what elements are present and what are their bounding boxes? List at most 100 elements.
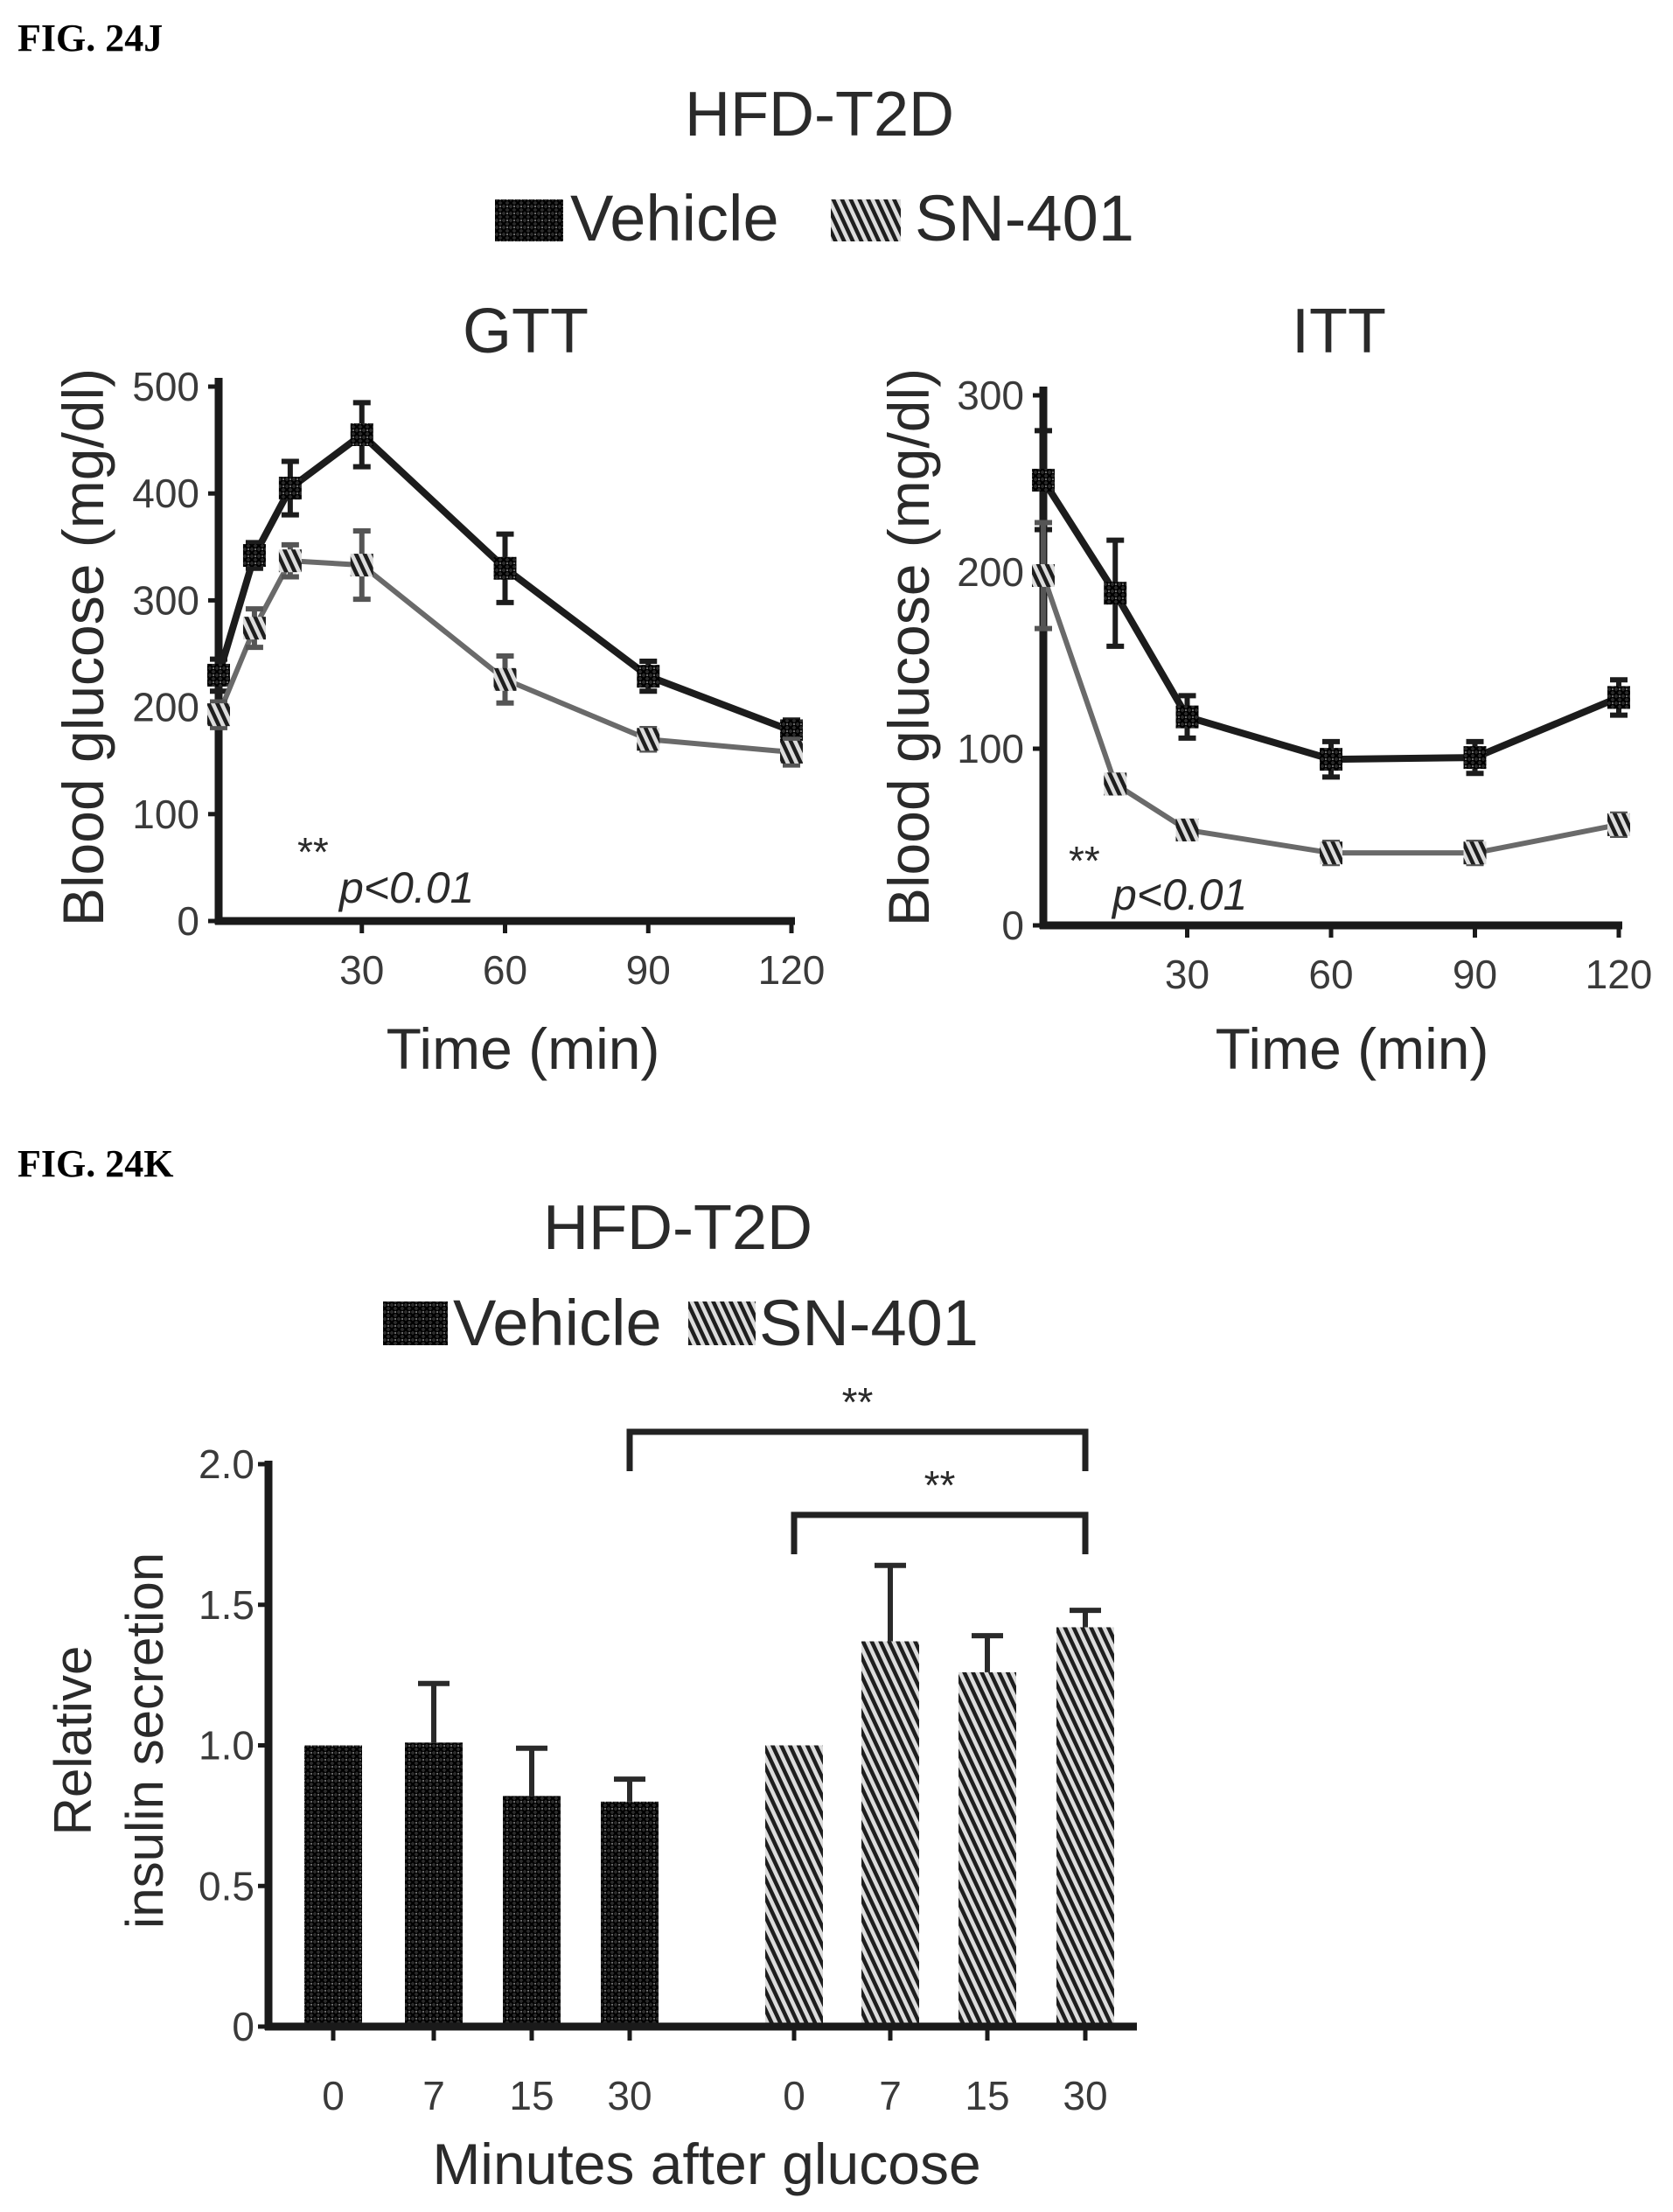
x-tick-label: 60 — [483, 947, 527, 993]
legend-label-vehicle: Vehicle — [570, 182, 779, 255]
x-tick-label: 0 — [783, 2073, 805, 2118]
insulin-significance-brackets: ** ** — [626, 1379, 1089, 1554]
itt-x-ticks: 30 60 90 120 — [1165, 925, 1652, 997]
itt-y-ticks: 0 100 200 300 — [957, 373, 1043, 948]
figure-label-24k: FIG. 24K — [17, 1142, 173, 1185]
gtt-y-ticks: 0 100 200 300 400 500 — [132, 364, 219, 944]
gtt-p-value: p<0.01 — [338, 863, 474, 912]
bar-vehicle — [503, 1796, 561, 2027]
data-point-vehicle — [350, 422, 373, 446]
gtt-plot-area — [207, 400, 803, 768]
insulin-y-axis-label-line2: insulin secretion — [115, 1553, 174, 1929]
x-tick-label: 30 — [1063, 2073, 1107, 2118]
data-point-vehicle — [1032, 468, 1055, 492]
gtt-chart: GTT Blood glucose (mg/dl) Time (min) 0 10… — [51, 297, 825, 1081]
y-tick-label: 400 — [132, 471, 199, 516]
data-point-vehicle — [637, 665, 660, 688]
itt-title: ITT — [1292, 297, 1386, 366]
data-point-vehicle — [1607, 686, 1630, 709]
y-tick-label: 0 — [1001, 903, 1024, 948]
legend-swatch-vehicle — [495, 199, 563, 241]
bar-sn401 — [861, 1641, 919, 2027]
x-tick-label: 15 — [965, 2073, 1009, 2118]
x-tick-label: 7 — [879, 2073, 902, 2118]
data-point-sn401 — [780, 740, 803, 764]
data-point-vehicle — [1463, 746, 1487, 770]
insulin-y-axis-label-line1: Relative — [44, 1646, 102, 1836]
data-point-vehicle — [1104, 582, 1127, 605]
y-tick-label: 200 — [957, 549, 1024, 595]
significance-bracket — [626, 1428, 1089, 1471]
itt-p-value: p<0.01 — [1111, 870, 1247, 919]
data-point-vehicle — [242, 544, 266, 568]
x-tick-label: 120 — [758, 947, 826, 993]
fig-k-legend: Vehicle SN-401 — [383, 1287, 979, 1359]
insulin-bar-chart: Relative insulin secretion Minutes after… — [44, 1379, 1137, 2196]
data-point-vehicle — [493, 556, 517, 580]
gtt-axes — [214, 378, 795, 925]
legend-swatch-vehicle — [383, 1301, 448, 1345]
significance-stars: ** — [924, 1462, 956, 1508]
data-point-vehicle — [207, 663, 230, 687]
data-point-sn401 — [278, 549, 302, 573]
y-tick-label: 2.0 — [199, 1441, 254, 1487]
fig-j-title: HFD-T2D — [685, 80, 954, 150]
series-line-vehicle — [1040, 478, 1621, 764]
series-line-sn401 — [1041, 575, 1620, 856]
y-tick-label: 1.5 — [199, 1582, 254, 1628]
insulin-y-ticks: 0 0.5 1.0 1.5 2.0 — [199, 1441, 268, 2049]
data-point-sn401 — [1320, 841, 1342, 865]
bar-sn401 — [958, 1671, 1016, 2027]
gtt-significance-stars: ** — [297, 829, 329, 875]
y-tick-label: 0 — [177, 898, 199, 944]
data-point-sn401 — [350, 554, 373, 577]
significance-bracket — [791, 1511, 1089, 1554]
data-point-sn401 — [1032, 564, 1055, 588]
x-tick-label: 30 — [607, 2073, 652, 2118]
legend-label-sn401: SN-401 — [915, 182, 1134, 255]
bar-sn401 — [765, 1745, 823, 2027]
x-tick-label: 30 — [339, 947, 384, 993]
y-tick-label: 300 — [957, 373, 1024, 418]
legend-label-sn401: SN-401 — [759, 1287, 979, 1359]
bar-vehicle — [304, 1745, 362, 2027]
insulin-axes — [264, 1461, 1137, 2031]
y-tick-label: 1.0 — [199, 1723, 254, 1769]
y-tick-label: 0.5 — [199, 1863, 254, 1908]
itt-significance-stars: ** — [1069, 838, 1100, 883]
data-point-sn401 — [637, 728, 660, 751]
insulin-x-ticks: 0 7 15 30 0 7 15 30 — [322, 2027, 1108, 2118]
y-tick-label: 100 — [132, 792, 199, 837]
legend-swatch-sn401 — [688, 1301, 756, 1345]
x-tick-label: 60 — [1308, 952, 1353, 997]
y-tick-label: 100 — [957, 726, 1024, 771]
data-point-sn401 — [1175, 818, 1199, 841]
x-tick-label: 90 — [1453, 952, 1497, 997]
gtt-y-axis-label: Blood glucose (mg/dl) — [51, 368, 115, 926]
x-tick-label: 90 — [626, 947, 671, 993]
data-point-vehicle — [1175, 705, 1199, 729]
itt-chart: ITT Blood glucose (mg/dl) Time (min) 0 10… — [876, 297, 1652, 1081]
data-point-vehicle — [1320, 748, 1342, 771]
insulin-x-axis-label: Minutes after glucose — [432, 2132, 980, 2196]
x-tick-label: 120 — [1586, 952, 1653, 997]
data-point-sn401 — [493, 667, 517, 691]
data-point-sn401 — [242, 617, 266, 640]
legend-swatch-sn401 — [831, 199, 901, 241]
gtt-x-axis-label: Time (min) — [387, 1016, 660, 1081]
gtt-title: GTT — [463, 297, 589, 366]
insulin-bars — [304, 1562, 1114, 2027]
bar-sn401 — [1056, 1627, 1114, 2027]
significance-stars: ** — [842, 1379, 874, 1425]
data-point-vehicle — [278, 477, 302, 500]
itt-plot-area — [1032, 428, 1630, 867]
data-point-sn401 — [1463, 841, 1487, 865]
fig-j-legend: Vehicle SN-401 — [495, 182, 1134, 255]
itt-y-axis-label: Blood glucose (mg/dl) — [876, 368, 941, 926]
figure-label-24j: FIG. 24J — [17, 17, 163, 59]
x-tick-label: 7 — [422, 2073, 445, 2118]
data-point-sn401 — [1607, 813, 1630, 836]
y-tick-label: 500 — [132, 364, 199, 409]
y-tick-label: 0 — [232, 2004, 254, 2049]
